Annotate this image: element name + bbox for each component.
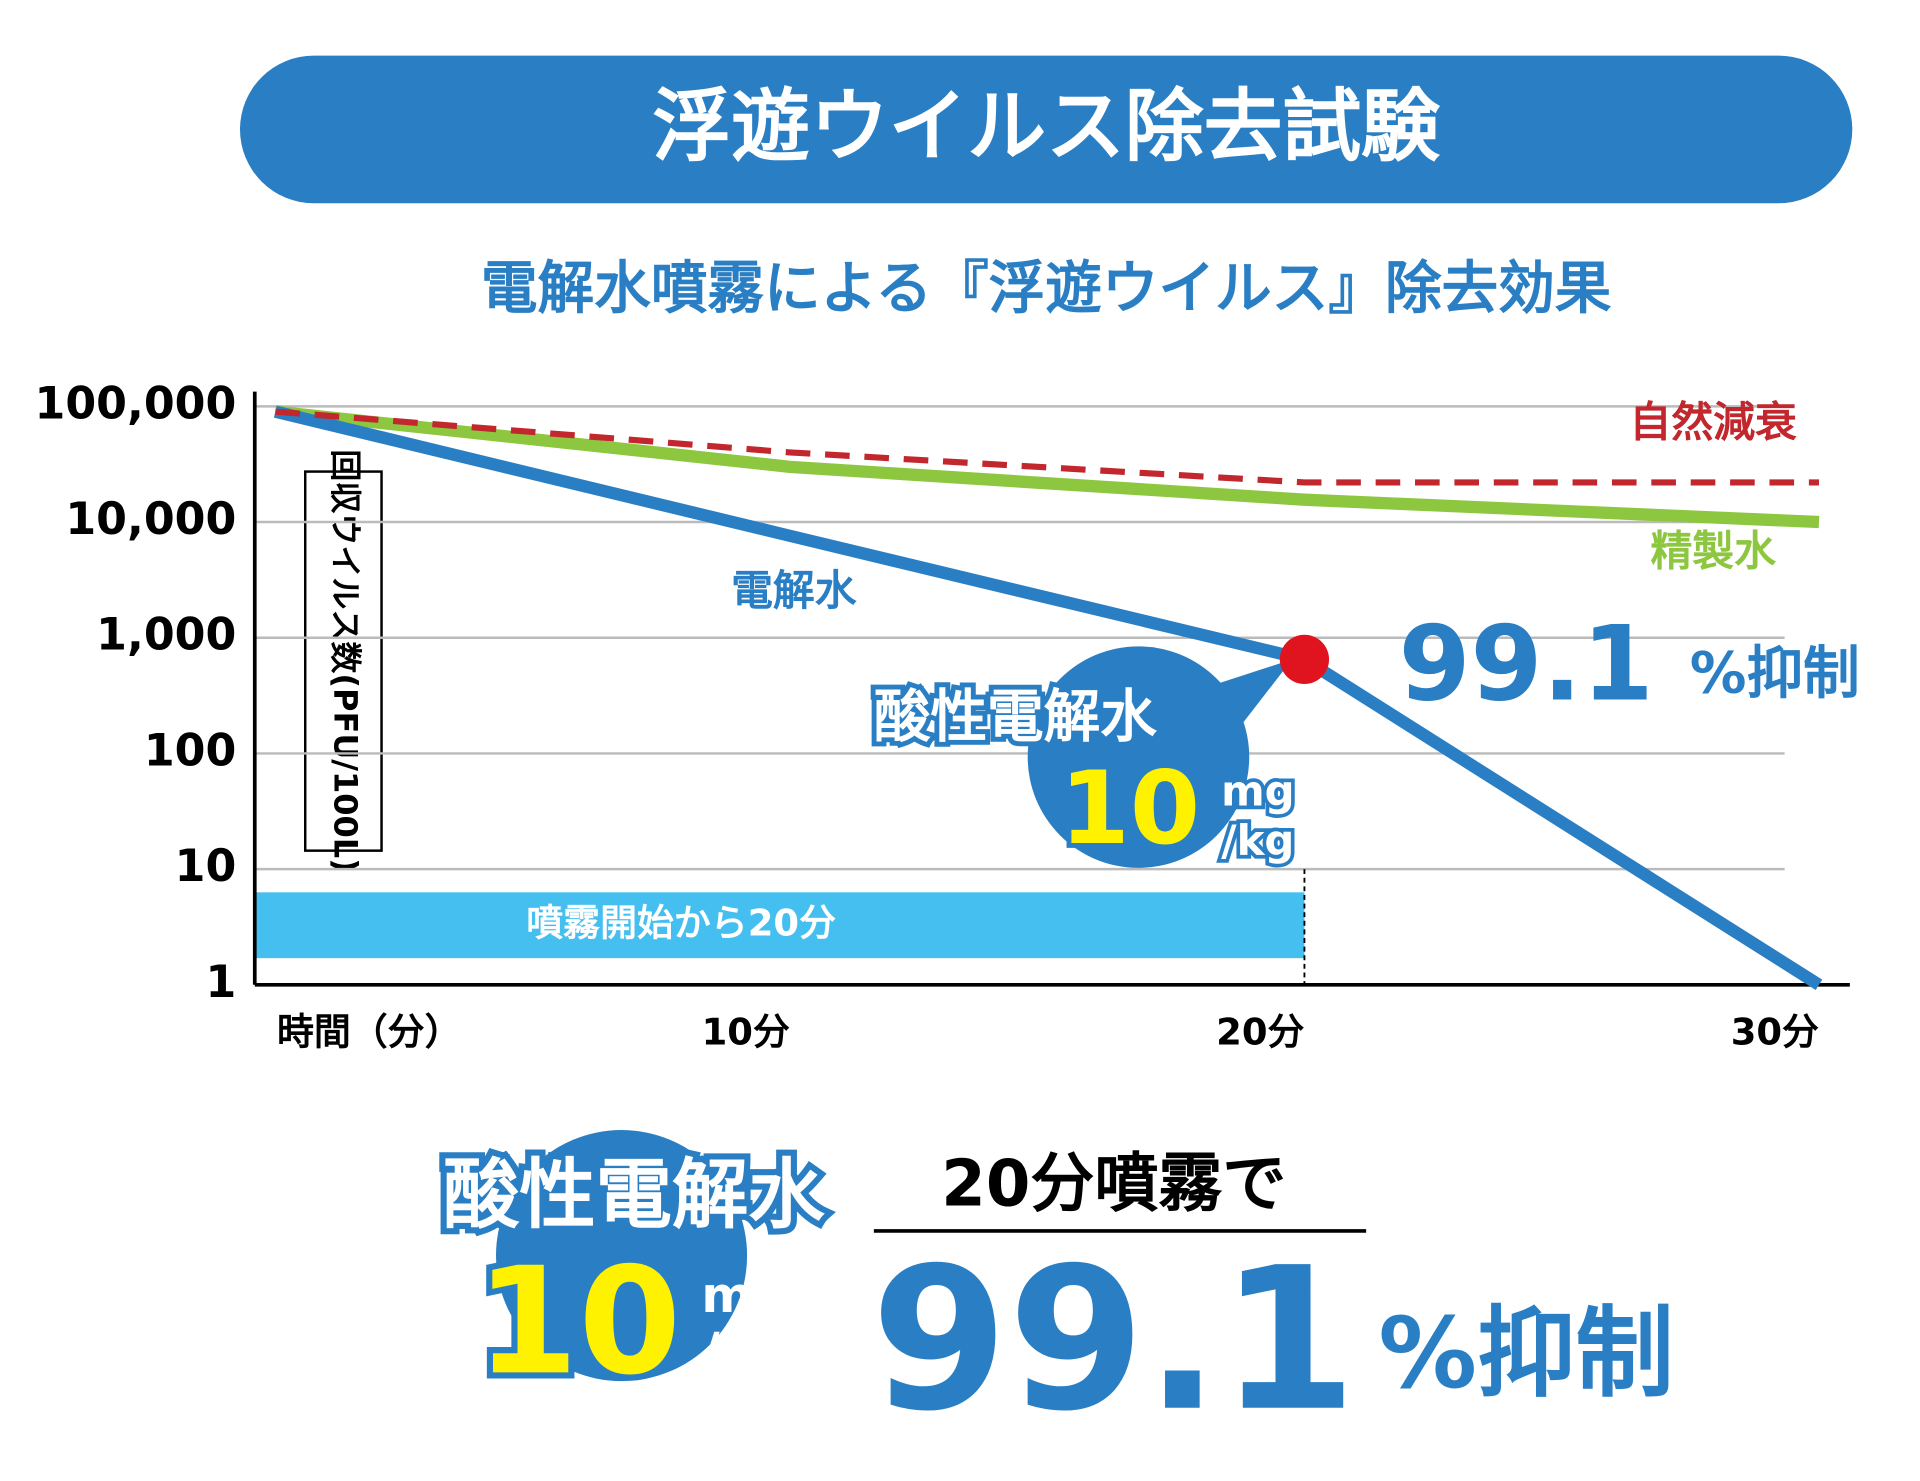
callout-bubble	[1027, 646, 1250, 868]
summary-dose: 10	[476, 1235, 682, 1407]
x-tick-label: 20分	[1216, 1011, 1304, 1054]
callout-unit: mg	[1221, 767, 1295, 816]
y-tick-label: 1,000	[96, 610, 236, 661]
summary-unit: /kg	[702, 1322, 788, 1380]
summary-condition: 20分噴霧で	[941, 1147, 1286, 1221]
y-axis-label: 回収ウイルス数(PFU/100L)	[326, 449, 364, 872]
series-line	[274, 405, 1820, 529]
spray-band	[254, 892, 1305, 959]
callout-dose: 10	[1060, 749, 1200, 867]
y-tick-label: 100,000	[35, 378, 237, 429]
summary-label: 酸性電解水	[443, 1150, 825, 1239]
series-label: 精製水	[1650, 527, 1776, 576]
x-axis-label: 時間（分）	[277, 1011, 462, 1054]
callout-label: 酸性電解水	[874, 684, 1157, 750]
callout-unit: /kg	[1221, 816, 1294, 865]
callout-suffix: %抑制	[1690, 641, 1860, 707]
y-tick-label: 1	[205, 957, 236, 1008]
y-label-box	[304, 470, 383, 852]
series-label: 電解水	[731, 566, 857, 615]
spray-band-label: 噴霧開始から20分	[526, 902, 836, 945]
x-tick-label: 30分	[1731, 1011, 1819, 1054]
series-line	[275, 408, 1819, 486]
summary-suffix: %抑制	[1378, 1297, 1674, 1411]
summary-badge	[496, 1130, 748, 1382]
callout-reduction: 99.1	[1399, 604, 1654, 724]
summary-reduction: 99.1	[871, 1226, 1357, 1455]
plot: 1 10 100 1,000 10,000 100,000 10分 20分 30分 噴霧開始から2…	[35, 378, 1860, 1053]
series-line	[273, 405, 1823, 991]
marker	[1279, 634, 1330, 684]
y-tick-label: 10	[175, 841, 237, 892]
series-label: 自然減衰	[1630, 397, 1797, 446]
summary-unit: mg	[701, 1266, 788, 1324]
title-banner	[240, 55, 1853, 204]
y-tick-label: 100	[144, 725, 236, 776]
y-tick-label: 10,000	[65, 494, 236, 545]
x-tick-label: 10分	[702, 1011, 790, 1054]
chart-subtitle: 電解水噴霧による『浮遊ウイルス』除去効果	[481, 256, 1612, 322]
chart-title: 浮遊ウイルス除去試験	[652, 80, 1440, 172]
